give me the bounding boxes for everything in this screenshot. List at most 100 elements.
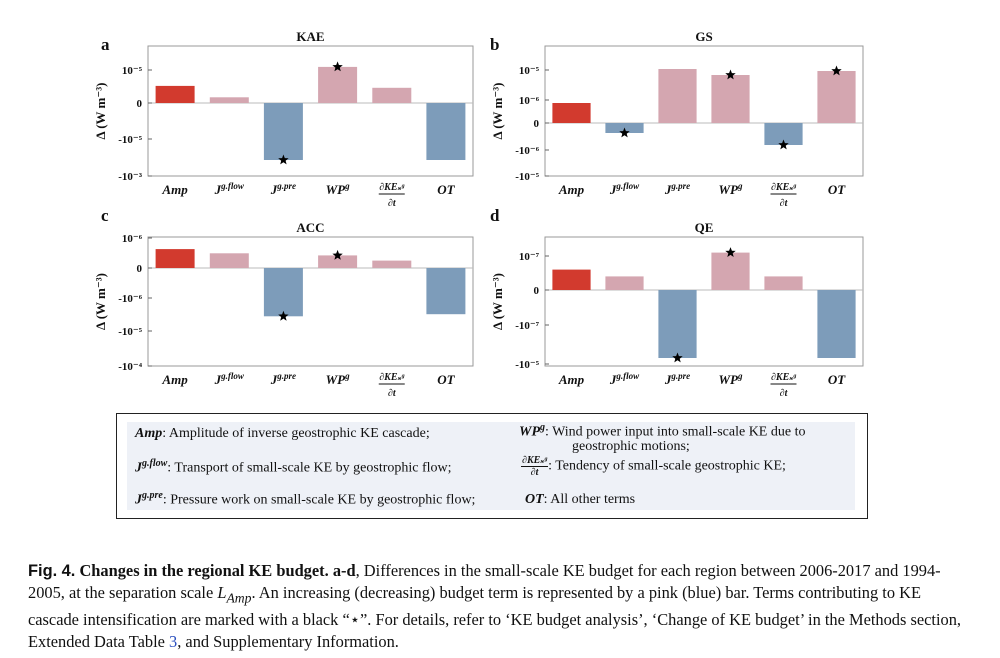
caption-table-link[interactable]: 3 — [169, 632, 178, 652]
panel-b-bar-Amp — [552, 103, 591, 123]
legend-box: Amp: Amplitude of inverse geostrophic KE… — [116, 413, 868, 519]
panel-c-bar-dKE — [372, 260, 412, 268]
xlabel-base: J — [664, 372, 672, 387]
panel-a-xlabel-Jflow: Jg.flow — [214, 181, 245, 197]
panel-b-xlabel-Jflow: Jg.flow — [609, 181, 640, 197]
panel-a-letter: a — [101, 35, 110, 54]
panel-b-xlabel-Jpre: Jg.pre — [664, 181, 690, 197]
xlabel-sup: g.flow — [220, 181, 245, 191]
panel-d-bar-OT — [817, 290, 856, 358]
panel-d-bar-WP — [711, 252, 750, 290]
panel-c-xlabel-Jflow: Jg.flow — [214, 371, 245, 387]
panel-c-xlabel-ot: OT — [437, 372, 455, 387]
legend-jflow: Jg.flow: Transport of small-scale KE by … — [135, 458, 452, 477]
panel-b-xlabel-WP: WPg — [719, 181, 744, 197]
panel-d-ytick-label: -10⁻⁵ — [515, 359, 539, 371]
xlabel-sup: g.pre — [276, 181, 296, 191]
xlabel-sup: g.pre — [276, 371, 296, 381]
panel-d-star-WP — [725, 247, 736, 257]
panel-b-star-WP — [725, 69, 736, 80]
legend-inner — [127, 422, 855, 510]
panel-a-xlabel-WP: WPg — [326, 181, 351, 197]
legend-dke-den: ∂t — [530, 467, 539, 478]
xlabel-base: J — [214, 372, 222, 387]
xlabel-base: J — [214, 182, 222, 197]
panel-d-frame — [544, 236, 864, 367]
panel-c: ACC c 10⁻⁶ 0 -10⁻⁶ -10⁻⁵ -10⁻⁴ Δ (W m⁻³) Amp Jg.f… — [93, 206, 474, 399]
panel-c-star-Jpre — [278, 310, 289, 321]
panel-b-letter: b — [490, 35, 499, 54]
caption-panels: a-d — [332, 561, 356, 580]
panel-d-star-Jpre — [672, 352, 683, 363]
panel-b-ytick-label: -10⁻⁵ — [515, 171, 539, 183]
panel-c-frame — [147, 236, 474, 367]
caption-scale-sub: Amp — [226, 590, 252, 606]
panel-b-xlabel-amp: Amp — [558, 182, 585, 197]
panel-a-bar-OT — [426, 103, 466, 160]
panel-b-ytick-label: 10⁻⁶ — [519, 95, 540, 107]
panel-c-bar-OT — [426, 268, 466, 315]
panel-c-title: ACC — [296, 220, 324, 235]
xlabel-sup: g.flow — [615, 371, 640, 381]
panel-b-star-Jflow — [619, 127, 630, 138]
legend-wp-text: : Wind power input into small-scale KE d… — [545, 424, 806, 440]
panel-b-title: GS — [695, 29, 712, 44]
panel-a-title: KAE — [296, 29, 324, 44]
xlabel-base: WP — [719, 372, 740, 387]
panel-a-xlabel-dke-den: ∂t — [388, 198, 397, 209]
panel-c-ytick-label: -10⁻⁶ — [118, 293, 142, 305]
panel-a-frame — [147, 45, 474, 177]
panel-c-ytick-label: 0 — [137, 263, 143, 275]
panel-d-xlabel-Jpre: Jg.pre — [664, 371, 690, 387]
panel-c-ylabel: Δ (W m⁻³) — [93, 273, 108, 330]
panel-b-bar-OT — [817, 71, 856, 123]
legend-wp-sup: g — [540, 422, 545, 433]
legend-dke: ∂KEₛᵍ ∂t: Tendency of small-scale geostro… — [521, 455, 786, 478]
panel-b: GS b 10⁻⁵ 10⁻⁶ 0 -10⁻⁶ -10⁻⁵ Δ (W m⁻³) Amp Jg.flo… — [490, 29, 864, 209]
xlabel-sup: g.pre — [670, 371, 690, 381]
panel-d-ytick-label: 0 — [534, 285, 540, 297]
legend-dke-text: : Tendency of small-scale geostrophic KE… — [548, 458, 786, 474]
panel-a-bar-WP — [318, 66, 358, 103]
panel-b-star-dKE — [778, 139, 789, 150]
caption-title: Changes in the regional KE budget. — [79, 561, 329, 580]
panel-a-star-WP — [332, 61, 343, 72]
xlabel-base: WP — [719, 182, 740, 197]
panel-c-ytick-label: -10⁻⁴ — [118, 361, 142, 373]
xlabel-sup: g — [344, 371, 350, 381]
panel-c-ytick-label: -10⁻⁵ — [118, 326, 142, 338]
panel-c-bar-WP — [318, 255, 358, 268]
xlabel-base: J — [270, 182, 278, 197]
panel-b-ytick-label: -10⁻⁶ — [515, 145, 539, 157]
xlabel-sup: g.pre — [670, 181, 690, 191]
panel-d-xlabel-amp: Amp — [558, 372, 585, 387]
legend-jpre-sup: g.pre — [142, 490, 163, 501]
legend-jpre-symbol: J — [135, 492, 142, 508]
panel-d-bar-Jpre — [658, 290, 697, 358]
legend-wp-text-2: geostrophic motions; — [572, 439, 690, 454]
xlabel-sup: g — [737, 371, 743, 381]
panel-a-bar-Jpre — [263, 103, 303, 160]
panel-a-bar-Amp — [155, 85, 195, 103]
panel-b-xlabel-dke-den: ∂t — [780, 198, 789, 209]
legend-amp: Amp: Amplitude of inverse geostrophic KE… — [135, 426, 430, 442]
panel-d-ytick-label: -10⁻⁷ — [515, 320, 539, 332]
panel-b-ytick-label: 10⁻⁵ — [519, 65, 540, 77]
panel-c-xlabel-dke-num: ∂KEₛᵍ — [379, 372, 405, 383]
legend-jpre: Jg.pre: Pressure work on small-scale KE … — [135, 490, 475, 509]
panel-b-bar-WP — [711, 75, 750, 123]
panel-d-bar-dKE — [764, 276, 803, 290]
panel-a-bar-dKE — [372, 87, 412, 103]
legend-amp-text: : Amplitude of inverse geostrophic KE ca… — [162, 426, 430, 441]
panel-c-bar-Jflow — [209, 253, 249, 268]
xlabel-sup: g.flow — [615, 181, 640, 191]
panel-b-ytick-label: 0 — [534, 118, 540, 130]
panel-b-xlabel-dke-num: ∂KEₛᵍ — [771, 182, 797, 193]
panel-c-xlabel-dke-den: ∂t — [388, 388, 397, 399]
panel-b-xlabel-ot: OT — [828, 182, 846, 197]
panel-a-ytick-label: -10⁻⁵ — [118, 134, 142, 146]
panel-d-xlabel-WP: WPg — [719, 371, 744, 387]
